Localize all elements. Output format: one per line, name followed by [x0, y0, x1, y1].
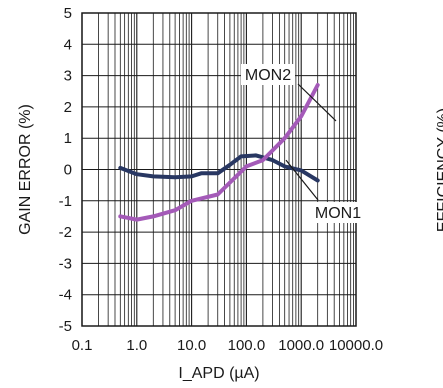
callout-leader-line [285, 159, 319, 201]
y-tick-label: -5 [59, 318, 72, 335]
callout-background [311, 202, 365, 223]
y-tick-label: 0 [64, 162, 72, 179]
y-tick-labels: 5 4 3 2 1 0 -1 -2 -3 -4 -5 [59, 5, 72, 335]
y-tick-label: -4 [59, 287, 72, 304]
x-tick-label: 100.0 [228, 337, 266, 354]
x-tick-label: 1.0 [126, 337, 147, 354]
callout-leader-line [297, 83, 337, 122]
x-axis-label: I_APD (µA) [178, 365, 259, 382]
y-tick-label: 5 [64, 5, 72, 22]
x-tick-label: 1000.0 [278, 337, 324, 354]
y-tick-label: 2 [64, 99, 72, 116]
x-tick-labels: 0.1 1.0 10.0 100.0 1000.0 10000.0 [72, 337, 384, 354]
x-tick-label: 10000.0 [329, 337, 383, 354]
plot-frame [81, 12, 357, 327]
y-axis-label: GAIN ERROR (%) [17, 104, 34, 235]
y-tick-label: 3 [64, 68, 72, 85]
y-tick-label: 1 [64, 130, 72, 147]
x-tick-label: 10.0 [177, 337, 206, 354]
series-callouts: MON2 MON1 [241, 64, 365, 223]
y-tick-label: 4 [64, 36, 72, 53]
grid [81, 12, 356, 327]
series-lines [118, 83, 320, 222]
series-line-mon2 [118, 83, 320, 222]
callout-background [241, 64, 295, 85]
x-tick-label: 0.1 [72, 337, 93, 354]
right-axis-label: EFFICIENCY (%) [435, 108, 443, 232]
callout-label-mon1: MON1 [315, 205, 361, 222]
y-tick-label: -3 [59, 255, 72, 272]
y-tick-label: -1 [59, 193, 72, 210]
series-line-mon1 [118, 153, 320, 183]
y-tick-label: -2 [59, 224, 72, 241]
callout-label-mon2: MON2 [245, 67, 291, 84]
